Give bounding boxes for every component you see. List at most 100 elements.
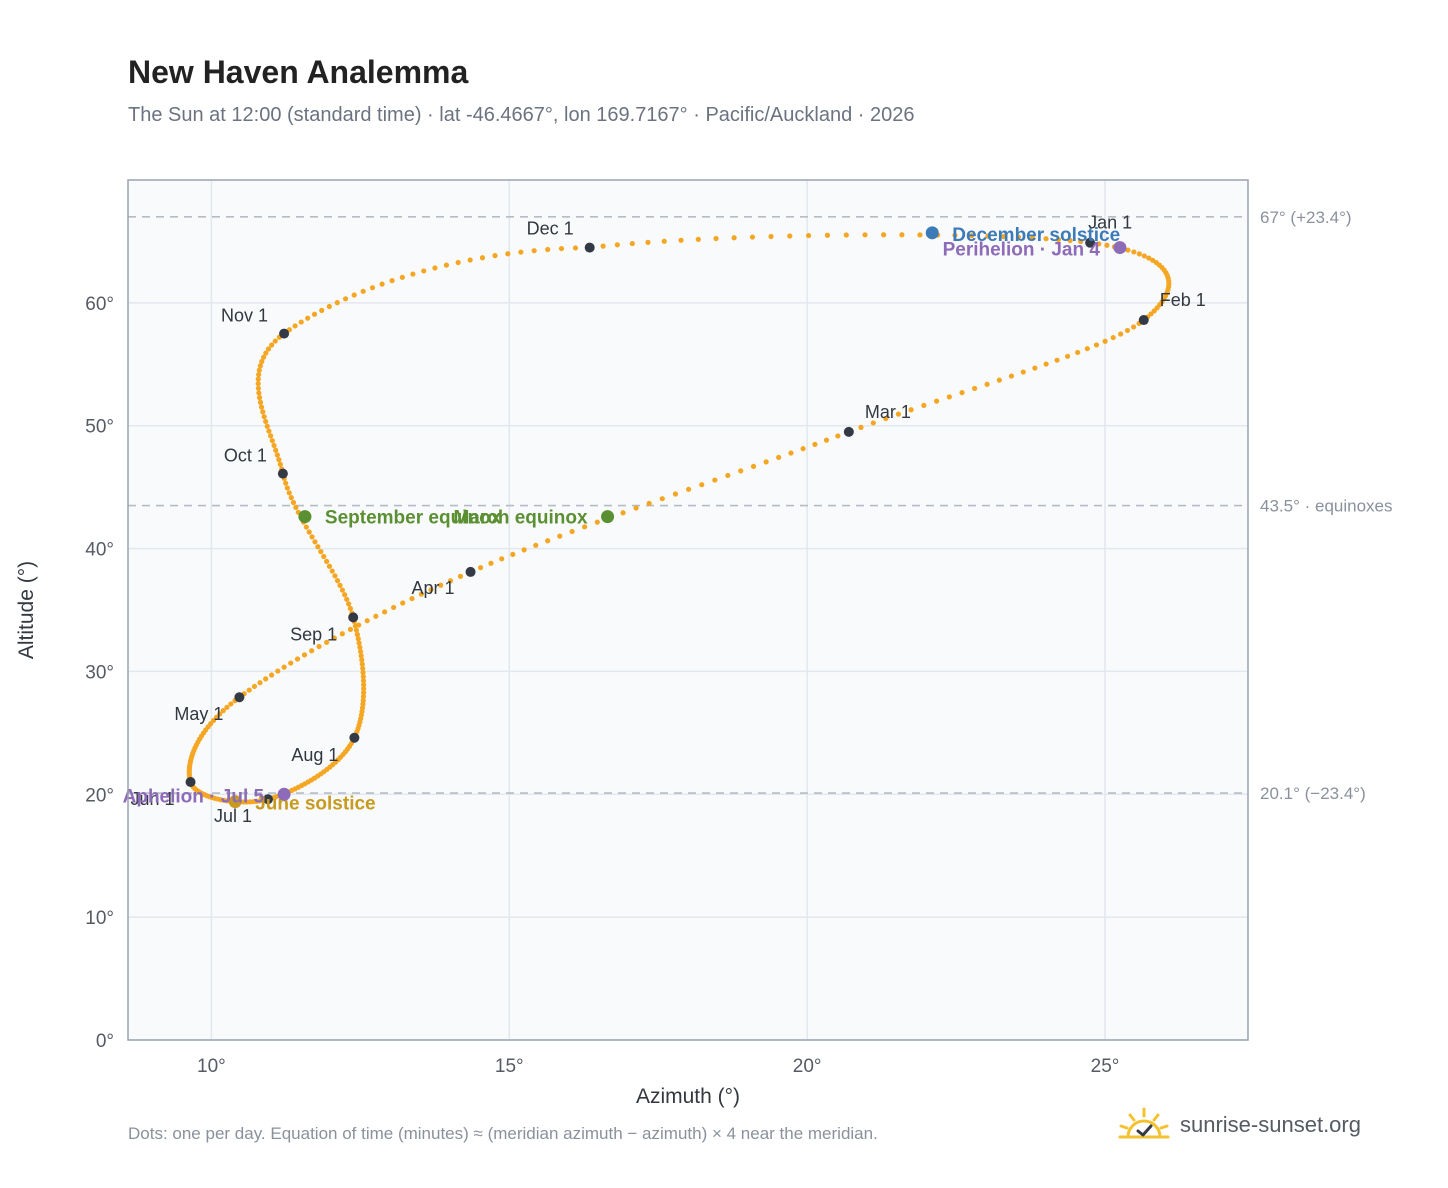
y-tick-label: 0° [96,1031,114,1052]
daily-sun-dot [360,669,366,676]
daily-sun-dot [257,680,263,686]
month-label: Mar 1 [865,402,911,422]
daily-sun-dot [455,259,461,266]
daily-sun-dot [1141,253,1147,259]
daily-sun-dot [1102,338,1108,344]
daily-sun-dot [582,524,588,530]
daily-sun-dot [1131,324,1137,330]
month-label: Apr 1 [412,578,455,598]
daily-sun-dot [264,423,270,429]
daily-sun-dot [224,704,230,710]
month-marker [234,692,245,703]
reference-lines: 67° (+23.4°) 43.5° · equinoxes 20.1° (−23.… [128,208,1393,803]
month-markers: Jan 1 Feb 1 Mar 1 Apr 1 May 1 Jun 1 Jul 1 Aug 1… [131,213,1206,827]
daily-sun-dot [477,565,484,571]
daily-sun-dot [410,271,416,277]
daily-sun-dot [996,377,1002,383]
daily-sun-dot [329,568,335,574]
daily-sun-dot [353,627,360,633]
daily-sun-dot [339,631,345,637]
daily-sun-dot [946,394,952,400]
daily-sun-dot [351,292,357,298]
daily-sun-dot [276,457,282,463]
daily-sun-dot [545,246,551,253]
daily-sun-dot [344,596,350,602]
month-marker [277,468,288,479]
daily-sun-dot [713,235,719,242]
daily-sun-dot [712,477,718,483]
daily-sun-dot [342,592,348,598]
daily-sun-dot [1000,233,1007,240]
daily-sun-dot [1110,334,1116,341]
daily-sun-dot [263,418,269,425]
daily-sun-dot [569,528,575,535]
daily-sun-dot [467,257,473,263]
daily-sun-dot [531,248,537,254]
daily-sun-dot [533,542,539,548]
daily-sun-dot [360,288,366,294]
daily-sun-dot [614,242,620,248]
daily-sun-dot [418,591,425,597]
daily-sun-dot [261,354,267,360]
daily-sun-dot [261,414,267,420]
daily-sun-dot [1064,353,1071,359]
daily-sun-dot [360,693,367,700]
daily-sun-dot [432,265,438,271]
daily-sun-dot [334,578,341,584]
month-label: May 1 [174,704,223,724]
daily-sun-dot [1067,237,1073,244]
month-label: Feb 1 [1160,290,1206,310]
daily-sun-dot [883,415,889,422]
brand-logo[interactable]: sunrise-sunset.org [1118,1100,1361,1150]
daily-sun-dot [510,551,516,557]
daily-sun-dot [373,613,379,619]
daily-sun-dot [421,268,427,274]
daily-sun-dot [572,245,579,251]
daily-sun-dot [518,249,524,255]
daily-sun-dot [659,496,665,502]
daily-sun-dot [409,595,415,602]
daily-sun-dot [318,549,324,555]
daily-sun-dot [661,238,667,244]
daily-sun-dot [255,376,261,382]
month-label: Dec 1 [527,219,574,239]
daily-sun-dot [354,631,360,638]
daily-sun-dot [1078,238,1084,245]
daily-sun-dot [311,311,318,317]
reference-line-label: 43.5° · equinoxes [1260,497,1393,516]
daily-sun-dot [1104,242,1110,248]
daily-sun-dot [776,454,782,461]
month-marker [279,328,290,339]
daily-sun-dot [1075,349,1081,356]
daily-sun-dot [1084,346,1090,352]
y-tick-label: 40° [85,540,114,561]
daily-sun-dot [309,648,315,654]
daily-sun-dot [272,338,278,344]
daily-sun-dot [457,573,464,579]
event-marker [277,787,291,801]
daily-sun-dot [558,245,565,252]
daily-sun-dot [286,490,292,496]
x-axis-title: Azimuth (°) [636,1085,740,1108]
daily-sun-dot [331,635,337,641]
daily-sun-dot [255,381,261,387]
daily-sun-dot [256,390,262,396]
event-label: December solstice [952,225,1120,246]
daily-sun-dot [359,661,365,667]
x-tick-label: 10° [197,1056,226,1077]
daily-sun-dot [257,399,264,405]
daily-sun-dot [288,495,294,501]
daily-sun-dot [334,300,340,306]
month-marker [348,612,359,623]
month-label: Aug 1 [291,745,338,765]
daily-sun-dot [880,232,887,238]
daily-sun-dot [312,539,318,545]
daily-sun-dot [843,232,849,238]
daily-sun-dot [256,395,263,401]
daily-sun-dot [273,447,279,453]
daily-sun-dot [1125,247,1131,253]
daily-sun-dot [360,674,366,680]
daily-sun-dot [1055,236,1062,243]
daily-sun-dot [646,500,652,506]
daily-sun-dot [805,232,812,239]
